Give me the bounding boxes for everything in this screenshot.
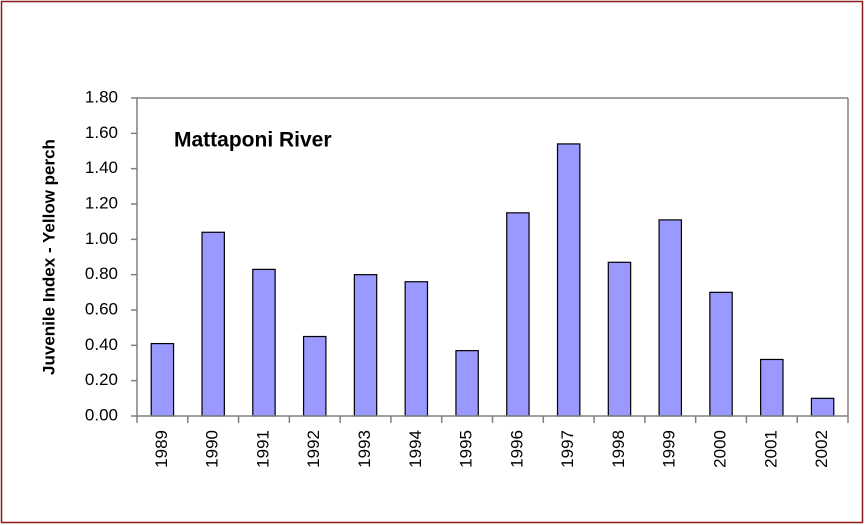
x-tick-label: 1999 [660, 430, 679, 468]
y-tick-label: 0.80 [85, 264, 118, 283]
bar [302, 335, 327, 417]
bar [353, 274, 378, 417]
bar [760, 358, 784, 417]
y-tick-label: 0.40 [85, 335, 118, 354]
y-tick-label: 0.60 [85, 299, 118, 318]
annotation: Mattaponi River [174, 129, 332, 152]
y-tick-label: 1.60 [85, 123, 118, 142]
x-tick-label: 1998 [609, 430, 628, 468]
x-tick-label: 1989 [152, 430, 171, 468]
y-tick-label: 1.80 [85, 87, 118, 106]
bar [252, 268, 276, 417]
bar [404, 281, 429, 417]
x-tick-label: 1990 [203, 430, 222, 468]
x-tick-label: 2000 [711, 430, 730, 468]
x-tick-label: 1994 [406, 430, 425, 468]
bar [709, 291, 733, 417]
y-tick-label: 0.00 [85, 405, 118, 424]
x-tick-label: 2002 [812, 430, 831, 468]
y-tick-label: 1.20 [85, 193, 118, 212]
bar [506, 212, 530, 417]
bar [810, 397, 835, 417]
bar [607, 261, 632, 417]
bar [201, 231, 225, 417]
y-tick-label: 0.20 [85, 370, 118, 389]
x-tick-label: 1995 [457, 430, 476, 468]
bar [658, 219, 683, 417]
x-tick-label: 1993 [355, 430, 374, 468]
bar [556, 143, 581, 417]
bar [455, 350, 479, 417]
x-tick-label: 1996 [507, 430, 526, 468]
y-axis-label: Juvenile Index - Yellow perch [39, 139, 58, 375]
x-tick-label: 1992 [304, 430, 323, 468]
x-tick-label: 1997 [558, 430, 577, 468]
bar [150, 342, 175, 417]
y-tick-label: 1.40 [85, 158, 118, 177]
y-tick-label: 1.00 [85, 229, 118, 248]
x-tick-label: 1991 [253, 430, 272, 468]
x-tick-label: 2001 [761, 430, 780, 468]
